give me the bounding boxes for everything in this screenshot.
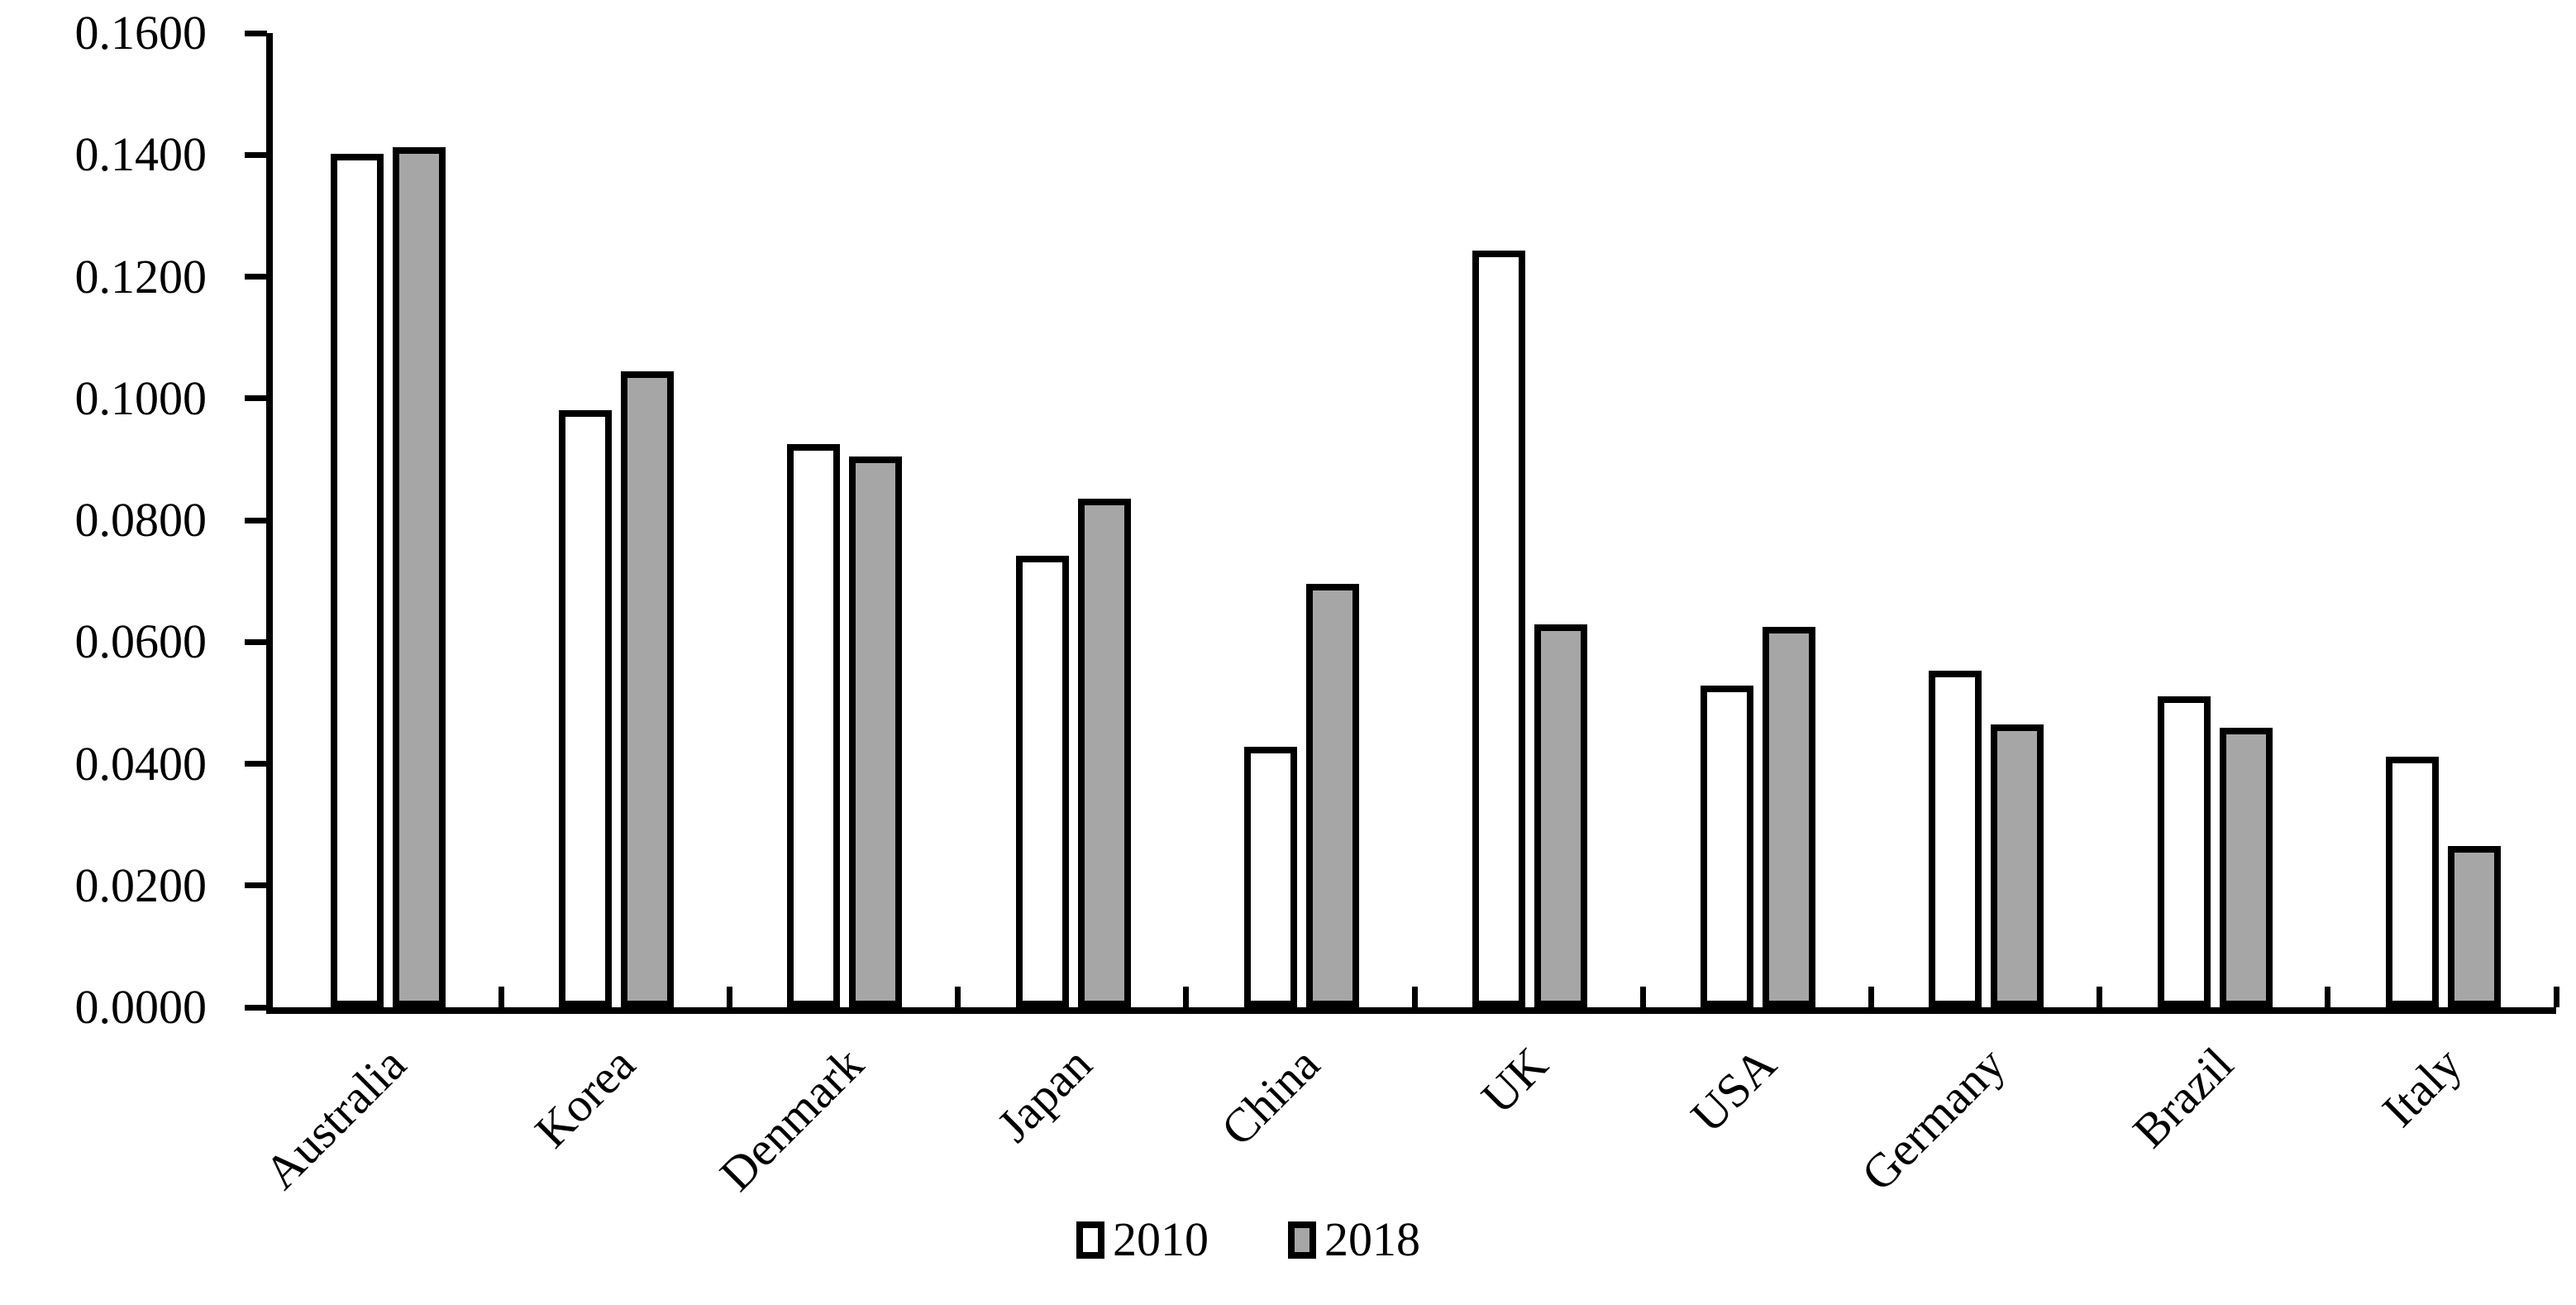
bar-2010-italy (2385, 757, 2439, 1007)
x-axis-tick (1639, 987, 1646, 1007)
x-axis-tick (726, 987, 732, 1007)
y-axis-tick (245, 1004, 267, 1011)
y-axis-tick-label: 0.1000 (74, 370, 208, 425)
plot-area (245, 30, 2559, 1014)
bar-2018-japan (1077, 499, 1131, 1007)
x-axis-tick (1183, 987, 1190, 1007)
y-axis-tick-label: 0.0600 (74, 614, 208, 669)
legend-item-2018: 2018 (1288, 1214, 1420, 1265)
x-axis-tick (2553, 987, 2559, 1007)
y-axis-tick-label: 0.0800 (74, 493, 208, 547)
bar-2018-usa (1763, 627, 1816, 1007)
bar-2018-uk (1534, 624, 1587, 1007)
x-axis-label-australia: Australia (254, 1036, 417, 1200)
bar-2018-korea (621, 371, 675, 1007)
y-axis-tick (245, 517, 267, 523)
x-axis-label-denmark: Denmark (708, 1036, 874, 1202)
x-axis-label-italy: Italy (2371, 1036, 2472, 1138)
x-axis-label-usa: USA (1681, 1036, 1787, 1143)
y-axis-tick (245, 274, 267, 280)
bar-2010-australia (331, 154, 384, 1007)
bar-2010-brazil (2157, 696, 2211, 1007)
y-axis-tick-label: 0.1600 (74, 6, 208, 60)
bar-2010-usa (1701, 686, 1754, 1007)
legend: 2010 2018 (1076, 1214, 1420, 1265)
bar-2010-germany (1929, 671, 1982, 1007)
x-axis-label-korea: Korea (523, 1036, 646, 1159)
y-axis-tick-label: 0.1200 (74, 249, 208, 304)
bar-2018-denmark (849, 457, 903, 1007)
x-axis-tick (955, 987, 961, 1007)
y-axis-tick (245, 30, 267, 36)
bar-2018-germany (1991, 724, 2044, 1007)
y-axis-tick-label: 0.0000 (74, 980, 208, 1034)
bar-2010-japan (1015, 556, 1069, 1007)
bar-2018-australia (393, 147, 446, 1007)
x-axis-tick (1868, 987, 1874, 1007)
bar-2010-uk (1472, 251, 1525, 1007)
bar-2018-china (1305, 584, 1359, 1007)
legend-item-2010: 2010 (1076, 1214, 1209, 1265)
y-axis-tick (245, 395, 267, 402)
y-axis-tick (245, 882, 267, 889)
bar-2010-denmark (787, 444, 841, 1007)
x-axis-label-china: China (1210, 1036, 1330, 1156)
x-axis-label-brazil: Brazil (2122, 1036, 2244, 1159)
y-axis-tick-label: 0.1400 (74, 127, 208, 182)
x-axis-tick (1411, 987, 1418, 1007)
x-axis-label-germany: Germany (1850, 1036, 2015, 1202)
x-axis-label-japan: Japan (986, 1036, 1102, 1153)
x-axis-label-uk: UK (1471, 1036, 1558, 1125)
x-axis-tick (2097, 987, 2103, 1007)
y-axis-tick (245, 761, 267, 767)
x-axis-tick (2325, 987, 2331, 1007)
bar-2010-china (1243, 747, 1297, 1007)
bar-2018-italy (2447, 846, 2501, 1007)
bar-2018-brazil (2219, 728, 2273, 1007)
y-axis-tick-label: 0.0400 (74, 736, 208, 791)
legend-swatch-2010 (1076, 1221, 1104, 1259)
legend-swatch-2018 (1288, 1221, 1316, 1259)
y-axis-tick (245, 151, 267, 158)
y-axis-tick-label: 0.0200 (74, 858, 208, 912)
legend-label-2010: 2010 (1113, 1212, 1209, 1266)
bar-2010-korea (559, 410, 613, 1007)
x-axis-tick (498, 987, 504, 1007)
legend-label-2018: 2018 (1324, 1212, 1420, 1266)
y-axis-tick (245, 638, 267, 645)
